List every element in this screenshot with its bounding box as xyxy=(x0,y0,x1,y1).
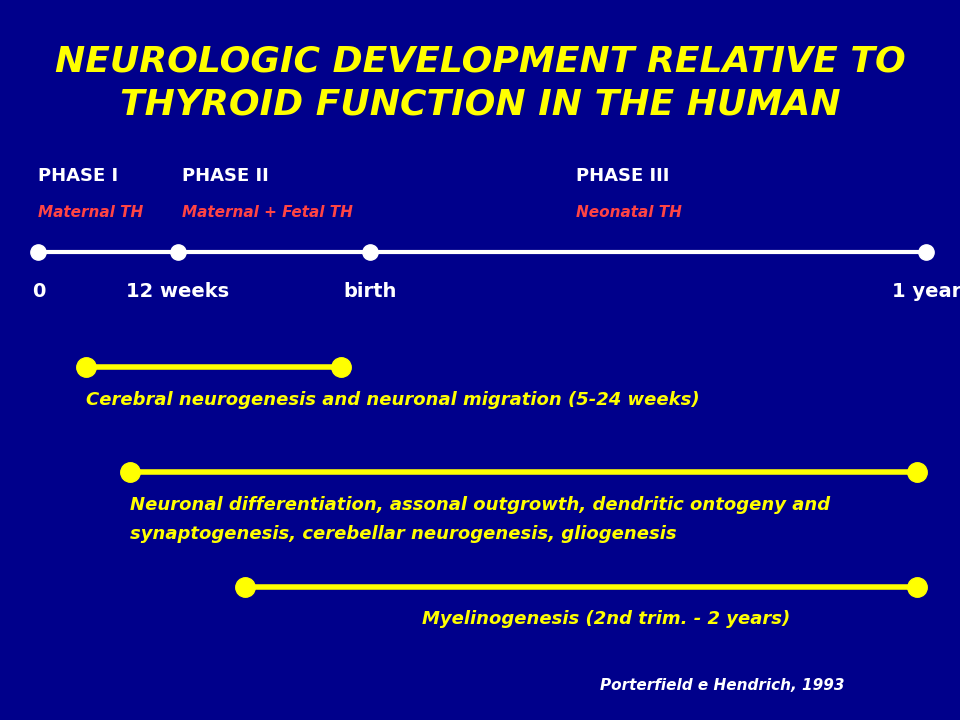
Text: 12 weeks: 12 weeks xyxy=(126,282,229,301)
Text: PHASE II: PHASE II xyxy=(182,167,269,185)
Text: Neuronal differentiation, assonal outgrowth, dendritic ontogeny and: Neuronal differentiation, assonal outgro… xyxy=(130,497,829,514)
Text: PHASE I: PHASE I xyxy=(38,167,118,185)
Text: Porterfield e Hendrich, 1993: Porterfield e Hendrich, 1993 xyxy=(600,678,845,693)
Text: Maternal TH: Maternal TH xyxy=(38,205,144,220)
Text: Cerebral neurogenesis and neuronal migration (5-24 weeks): Cerebral neurogenesis and neuronal migra… xyxy=(86,390,700,409)
Text: NEUROLOGIC DEVELOPMENT RELATIVE TO: NEUROLOGIC DEVELOPMENT RELATIVE TO xyxy=(55,44,905,78)
Text: synaptogenesis, cerebellar neurogenesis, gliogenesis: synaptogenesis, cerebellar neurogenesis,… xyxy=(130,526,676,543)
Text: PHASE III: PHASE III xyxy=(576,167,669,185)
Text: Myelinogenesis (2nd trim. - 2 years): Myelinogenesis (2nd trim. - 2 years) xyxy=(422,610,791,628)
Text: birth: birth xyxy=(343,282,396,301)
Text: Maternal + Fetal TH: Maternal + Fetal TH xyxy=(182,205,353,220)
Text: Neonatal TH: Neonatal TH xyxy=(576,205,682,220)
Text: 1 year: 1 year xyxy=(892,282,960,301)
Text: THYROID FUNCTION IN THE HUMAN: THYROID FUNCTION IN THE HUMAN xyxy=(120,87,840,122)
Text: 0: 0 xyxy=(32,282,45,301)
